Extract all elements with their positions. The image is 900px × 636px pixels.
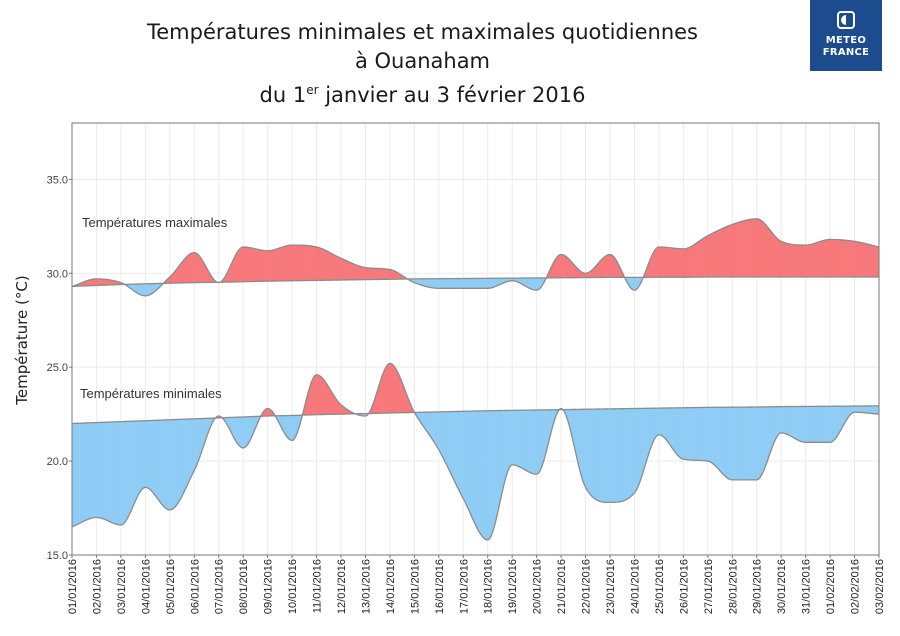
x-tick-label: 02/01/2016 [91, 559, 103, 614]
title-line-3-suffix: janvier au 3 février 2016 [318, 83, 586, 107]
x-tick-label: 01/01/2016 [67, 559, 79, 614]
x-tick-label: 19/01/2016 [507, 559, 519, 614]
series-label-min: Températures minimales [80, 386, 222, 401]
y-tick-label: 35.0 [47, 174, 68, 186]
x-tick-label: 03/01/2016 [116, 559, 128, 614]
x-tick-label: 21/01/2016 [556, 559, 568, 614]
logo-line-2: FRANCE [822, 47, 870, 58]
x-tick-label: 18/01/2016 [483, 559, 495, 614]
x-tick-label: 20/01/2016 [532, 559, 544, 614]
series-line [71, 362, 880, 541]
x-tick-label: 30/01/2016 [776, 559, 788, 614]
x-tick-label: 12/01/2016 [336, 559, 348, 614]
title-line-1: Températures minimales et maximales quot… [146, 20, 698, 44]
plot-frame [71, 122, 880, 556]
y-tick-label: 15.0 [47, 550, 68, 562]
title-line-3-sup: er [306, 83, 319, 97]
x-axis-ticks: 01/01/2016 02/01/2016 03/01/2016 04/01/2016… [67, 555, 886, 614]
chart-grid [71, 123, 880, 556]
title-line-3: du 1er janvier au 3 février 2016 [0, 76, 845, 110]
x-tick-label: 02/02/2016 [850, 559, 862, 614]
x-tick-label: 16/01/2016 [434, 559, 446, 614]
x-tick-label: 26/01/2016 [678, 559, 690, 614]
x-tick-label: 31/01/2016 [801, 559, 813, 614]
chart-title: Températures minimales et maximales quot… [0, 18, 845, 110]
series-line [71, 218, 880, 297]
x-tick-label: 11/01/2016 [312, 559, 324, 613]
x-tick-label: 04/01/2016 [140, 559, 152, 614]
x-tick-label: 08/01/2016 [238, 559, 250, 614]
x-tick-label: 29/01/2016 [752, 559, 764, 614]
y-tick-label: 25.0 [47, 362, 68, 374]
x-tick-label: 05/01/2016 [165, 559, 177, 614]
y-tick-label: 30.0 [47, 268, 68, 280]
x-tick-label: 14/01/2016 [385, 559, 397, 614]
x-tick-label: 07/01/2016 [214, 559, 226, 614]
x-tick-label: 03/02/2016 [874, 559, 886, 614]
meteo-france-logo: METEO FRANCE [810, 0, 882, 71]
y-tick-label: 20.0 [47, 456, 68, 468]
x-tick-label: 17/01/2016 [458, 559, 470, 614]
x-tick-label: 01/02/2016 [825, 559, 837, 614]
x-tick-label: 06/01/2016 [189, 559, 201, 614]
chart-areas [71, 218, 880, 541]
y-axis-label: Température (°C) [13, 275, 31, 405]
title-line-2: à Ouanaham [354, 49, 491, 73]
x-tick-label: 24/01/2016 [629, 559, 641, 614]
title-line-3-prefix: du 1 [259, 83, 307, 107]
meteo-france-logo-icon [837, 11, 855, 29]
series-normal-line [71, 276, 879, 288]
x-tick-label: 27/01/2016 [703, 559, 715, 614]
x-tick-label: 15/01/2016 [409, 559, 421, 614]
x-tick-label: 28/01/2016 [727, 559, 739, 614]
x-tick-label: 22/01/2016 [581, 559, 593, 614]
x-tick-label: 09/01/2016 [263, 559, 275, 614]
x-tick-label: 25/01/2016 [654, 559, 666, 614]
series-normal-line [71, 405, 880, 425]
y-axis-ticks: 15.0 20.0 25.0 30.0 35.0 [47, 174, 72, 562]
x-tick-label: 23/01/2016 [605, 559, 617, 614]
logo-line-1: METEO [825, 35, 867, 46]
x-tick-label: 10/01/2016 [287, 559, 299, 614]
series-label-max: Températures maximales [82, 215, 228, 230]
x-tick-label: 13/01/2016 [360, 559, 372, 614]
